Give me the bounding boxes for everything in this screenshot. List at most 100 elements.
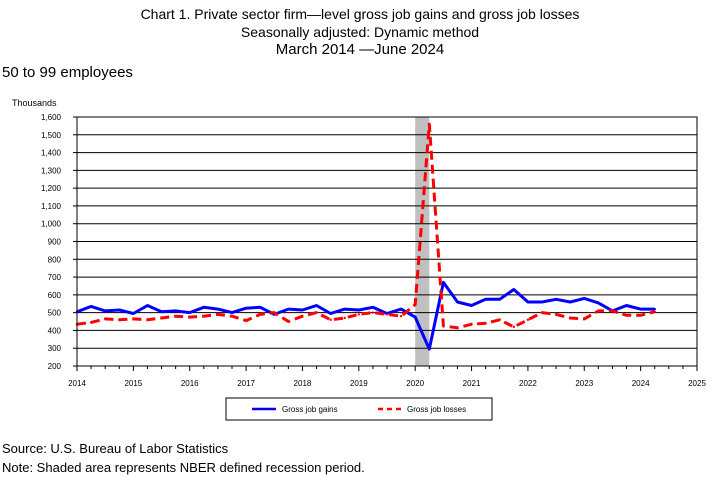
y-tick-label: 300 xyxy=(48,344,62,353)
y-tick-label: 1,100 xyxy=(41,202,62,211)
plot-frame xyxy=(76,116,698,367)
data-point xyxy=(442,281,445,284)
chart-title: Chart 1. Private sector firm—level gross… xyxy=(140,6,580,22)
y-tick-label: 400 xyxy=(48,326,62,335)
data-point xyxy=(568,300,572,304)
x-tick-label: 2025 xyxy=(688,379,706,388)
legend-label-gains: Gross job gains xyxy=(282,405,338,414)
data-point xyxy=(611,309,614,313)
data-point xyxy=(371,306,375,309)
data-point xyxy=(653,310,656,313)
data-point xyxy=(625,304,628,307)
recession-note: Note: Shaded area represents NBER define… xyxy=(2,460,365,475)
data-point xyxy=(597,309,600,313)
data-point xyxy=(146,318,149,321)
data-point xyxy=(653,307,656,311)
data-point xyxy=(202,315,206,318)
legend-box xyxy=(225,397,493,421)
data-point xyxy=(526,300,530,304)
data-point xyxy=(103,309,107,313)
y-tick-label: 200 xyxy=(48,362,62,371)
data-point xyxy=(498,298,501,301)
y-tick-label: 1,200 xyxy=(41,184,62,193)
data-point xyxy=(554,298,558,301)
data-point xyxy=(118,308,121,312)
y-tick-label: 1,600 xyxy=(41,113,62,122)
data-point xyxy=(103,317,107,321)
data-point xyxy=(540,300,544,304)
data-point xyxy=(583,317,586,321)
data-point xyxy=(512,325,516,329)
data-point xyxy=(132,317,135,321)
data-point xyxy=(188,311,191,314)
data-point xyxy=(315,311,318,314)
data-point xyxy=(597,301,600,305)
data-point xyxy=(216,313,220,316)
y-tick-label: 600 xyxy=(48,291,62,300)
data-point xyxy=(132,312,135,315)
y-tick-label: 1,000 xyxy=(41,220,62,229)
data-point xyxy=(146,304,149,307)
y-tick-label: 1,500 xyxy=(41,131,62,140)
x-tick-label: 2022 xyxy=(519,379,537,388)
x-tick-label: 2015 xyxy=(124,379,142,388)
data-point xyxy=(89,321,93,324)
x-tick-label: 2017 xyxy=(237,379,255,388)
data-point xyxy=(413,303,417,306)
data-point xyxy=(484,322,487,325)
x-tick-label: 2014 xyxy=(68,379,86,388)
y-tick-label: 1,300 xyxy=(41,166,62,175)
data-point xyxy=(343,307,346,311)
data-point xyxy=(188,315,191,319)
source-note: Source: U.S. Bureau of Labor Statistics xyxy=(2,441,229,456)
data-point xyxy=(329,318,332,321)
data-point xyxy=(442,324,445,328)
data-point xyxy=(470,304,473,307)
y-tick-label: 800 xyxy=(48,255,62,264)
data-point xyxy=(343,316,346,320)
data-point xyxy=(413,315,417,319)
data-point xyxy=(625,314,628,317)
x-tick-label: 2016 xyxy=(181,379,199,388)
data-point xyxy=(371,311,375,314)
data-point xyxy=(89,305,93,308)
data-point xyxy=(301,315,304,318)
data-point xyxy=(216,307,220,311)
data-point xyxy=(315,304,318,307)
data-point xyxy=(287,307,290,311)
data-point xyxy=(357,313,361,316)
data-point xyxy=(484,298,487,301)
x-tick-label: 2019 xyxy=(350,379,368,388)
data-point xyxy=(160,310,163,313)
data-point xyxy=(160,316,163,320)
y-tick-label: 900 xyxy=(48,238,62,247)
data-point xyxy=(244,306,248,310)
series-line-gains xyxy=(76,280,655,351)
y-tick-label: 700 xyxy=(48,273,62,282)
data-point xyxy=(202,306,206,309)
data-point xyxy=(273,311,276,314)
data-point xyxy=(258,313,262,316)
y-axis-label: Thousands xyxy=(12,98,57,108)
legend-label-losses: Gross job losses xyxy=(407,405,466,414)
data-point xyxy=(554,313,558,316)
data-point xyxy=(301,308,304,312)
data-point xyxy=(456,326,459,329)
data-point xyxy=(399,315,403,318)
data-point xyxy=(639,314,642,317)
data-point xyxy=(498,318,501,321)
data-point xyxy=(118,318,121,321)
y-tick-label: 1,400 xyxy=(41,149,62,158)
data-point xyxy=(568,316,572,320)
data-point xyxy=(526,318,530,321)
data-point xyxy=(470,323,473,326)
data-point xyxy=(456,300,459,304)
data-point xyxy=(329,312,332,315)
chart-date-range: March 2014 —June 2024 xyxy=(275,41,445,58)
x-tick-label: 2018 xyxy=(294,379,312,388)
data-point xyxy=(540,311,544,314)
data-point xyxy=(583,297,586,300)
data-point xyxy=(385,313,389,316)
y-tick-label: 500 xyxy=(48,309,62,318)
